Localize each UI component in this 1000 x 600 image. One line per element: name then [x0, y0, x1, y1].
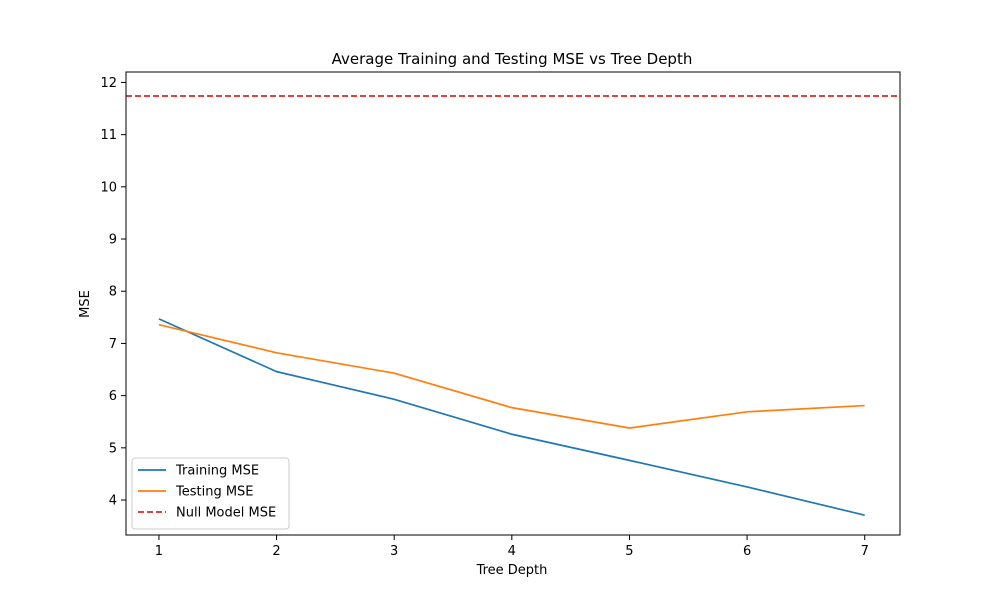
- legend-label-testing-mse: Testing MSE: [175, 485, 254, 500]
- legend-box: [131, 457, 290, 530]
- y-tick-label: 5: [109, 441, 117, 456]
- x-tick-label: 5: [625, 544, 633, 559]
- y-tick-label: 11: [100, 128, 117, 143]
- x-tick-label: 2: [272, 544, 280, 559]
- y-tick-label: 8: [109, 285, 117, 300]
- y-tick-label: 10: [100, 180, 117, 195]
- x-tick-label: 3: [390, 544, 398, 559]
- legend-label-training-mse: Training MSE: [175, 464, 259, 479]
- series-line-training-mse: [158, 318, 865, 516]
- y-axis-label: MSE: [78, 290, 93, 318]
- x-tick-label: 7: [861, 544, 869, 559]
- y-tick-label: 12: [100, 76, 117, 91]
- y-tick-label: 6: [109, 389, 117, 404]
- x-tick-label: 1: [155, 544, 163, 559]
- legend: Training MSE Testing MSE Null Model MSE: [131, 457, 290, 530]
- series-line-testing-mse: [158, 323, 865, 429]
- y-tick-label: 7: [109, 337, 117, 352]
- x-axis-label: Tree Depth: [476, 563, 548, 578]
- y-tick-label: 9: [109, 233, 117, 248]
- x-tick-label: 6: [743, 544, 751, 559]
- chart-title: Average Training and Testing MSE vs Tree…: [332, 50, 693, 68]
- y-tick-label: 4: [109, 494, 117, 509]
- x-tick-label: 4: [508, 544, 516, 559]
- axes-frame: [125, 71, 901, 536]
- legend-label-null-model-mse: Null Model MSE: [176, 506, 276, 521]
